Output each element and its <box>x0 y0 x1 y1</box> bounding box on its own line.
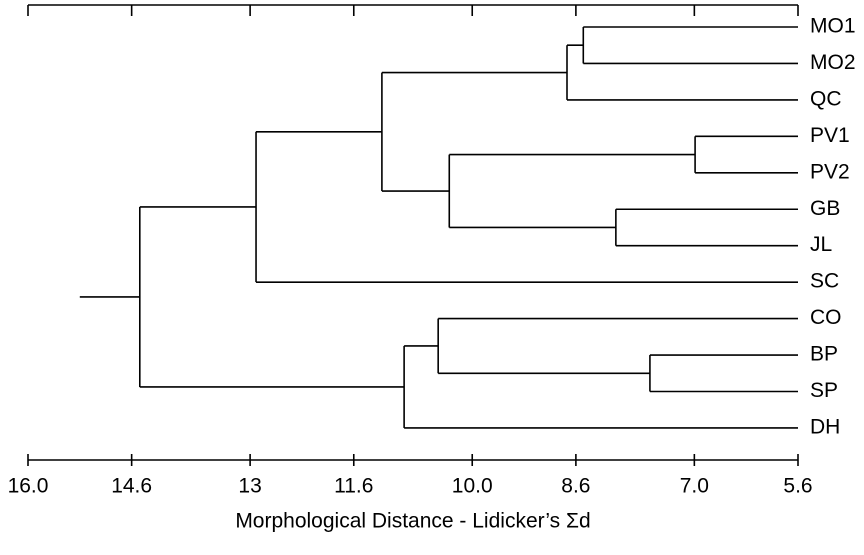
leaf-label: SP <box>810 379 838 402</box>
leaf-label: QC <box>810 87 842 110</box>
x-axis-label: Morphological Distance - Lidicker’s Σd <box>235 510 590 533</box>
x-tick-label: 13 <box>238 475 261 498</box>
leaf-label: JL <box>810 233 832 256</box>
x-tick-label: 11.6 <box>334 475 373 498</box>
leaf-label: PV1 <box>810 124 850 147</box>
leaf-label: BP <box>810 343 838 366</box>
leaf-label: GB <box>810 197 840 220</box>
x-tick-label: 7.0 <box>680 475 709 498</box>
x-tick-label: 14.6 <box>111 475 152 498</box>
leaf-label: MO2 <box>810 51 856 74</box>
leaf-label: MO1 <box>810 15 856 38</box>
leaf-label: SC <box>810 270 839 293</box>
leaf-label: DH <box>810 415 840 438</box>
x-tick-label: 16.0 <box>8 475 49 498</box>
leaf-label: PV2 <box>810 160 850 183</box>
x-tick-label: 5.6 <box>783 475 812 498</box>
leaf-label: CO <box>810 306 842 329</box>
x-tick-label: 8.6 <box>561 475 590 498</box>
x-tick-label: 10.0 <box>452 475 493 498</box>
